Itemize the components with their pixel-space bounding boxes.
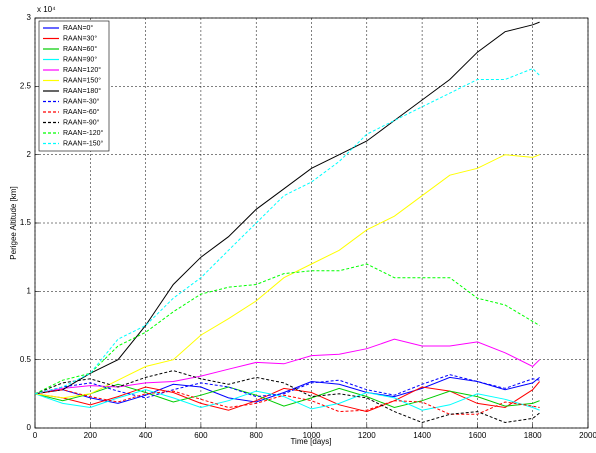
x-tick-label: 400 [139, 431, 153, 440]
series-line [34, 338, 540, 395]
series-line [34, 376, 540, 404]
legend-box [38, 20, 110, 152]
x-tick-label: 1200 [358, 431, 376, 440]
x-tick-label: 2000 [579, 431, 596, 440]
x-tick-label: 1000 [303, 431, 321, 440]
y-tick-label: 2 [27, 150, 32, 159]
legend-label: RAAN=0° [63, 24, 93, 32]
x-tick-label: 800 [250, 431, 264, 440]
y-axis-label: Perigee Altitude [km] [9, 186, 18, 259]
legend-label: RAAN=120° [63, 66, 101, 74]
legend-label: RAAN=30° [63, 34, 97, 42]
x-tick-label: 1800 [524, 431, 542, 440]
legend-label: RAAN=150° [63, 76, 101, 84]
legend-label: RAAN=180° [63, 87, 101, 95]
y-tick-label: 1.5 [20, 218, 32, 227]
legend-label: RAAN=-90° [63, 118, 100, 126]
series-line [34, 263, 540, 395]
y-tick-label: 1 [27, 286, 32, 295]
series-line [34, 389, 540, 411]
legend-label: RAAN=60° [63, 45, 97, 53]
series-line [34, 21, 540, 395]
series-line [34, 389, 540, 415]
series-line [34, 370, 540, 424]
x-tick-label: 600 [194, 431, 208, 440]
legend-label: RAAN=-120° [63, 129, 104, 137]
x-tick-label: 0 [33, 431, 38, 440]
legend-label: RAAN=-30° [63, 97, 100, 105]
x-axis-label: Time [days] [290, 437, 331, 446]
legend-label: RAAN=-60° [63, 108, 100, 116]
series-line [34, 154, 540, 399]
x-tick-label: 1400 [413, 431, 431, 440]
series-line [34, 381, 540, 413]
y-tick-label: 3 [27, 13, 32, 22]
y-tick-label: 2.5 [20, 81, 32, 90]
x-tick-label: 1600 [469, 431, 487, 440]
series-line [34, 374, 540, 399]
legend-label: RAAN=-150° [63, 139, 104, 147]
y-exponent: x 10⁴ [37, 5, 56, 14]
y-tick-label: 0 [27, 423, 32, 432]
series-line [34, 68, 540, 395]
x-tick-label: 200 [84, 431, 98, 440]
legend-label: RAAN=90° [63, 55, 97, 63]
y-tick-label: 0.5 [20, 355, 32, 364]
